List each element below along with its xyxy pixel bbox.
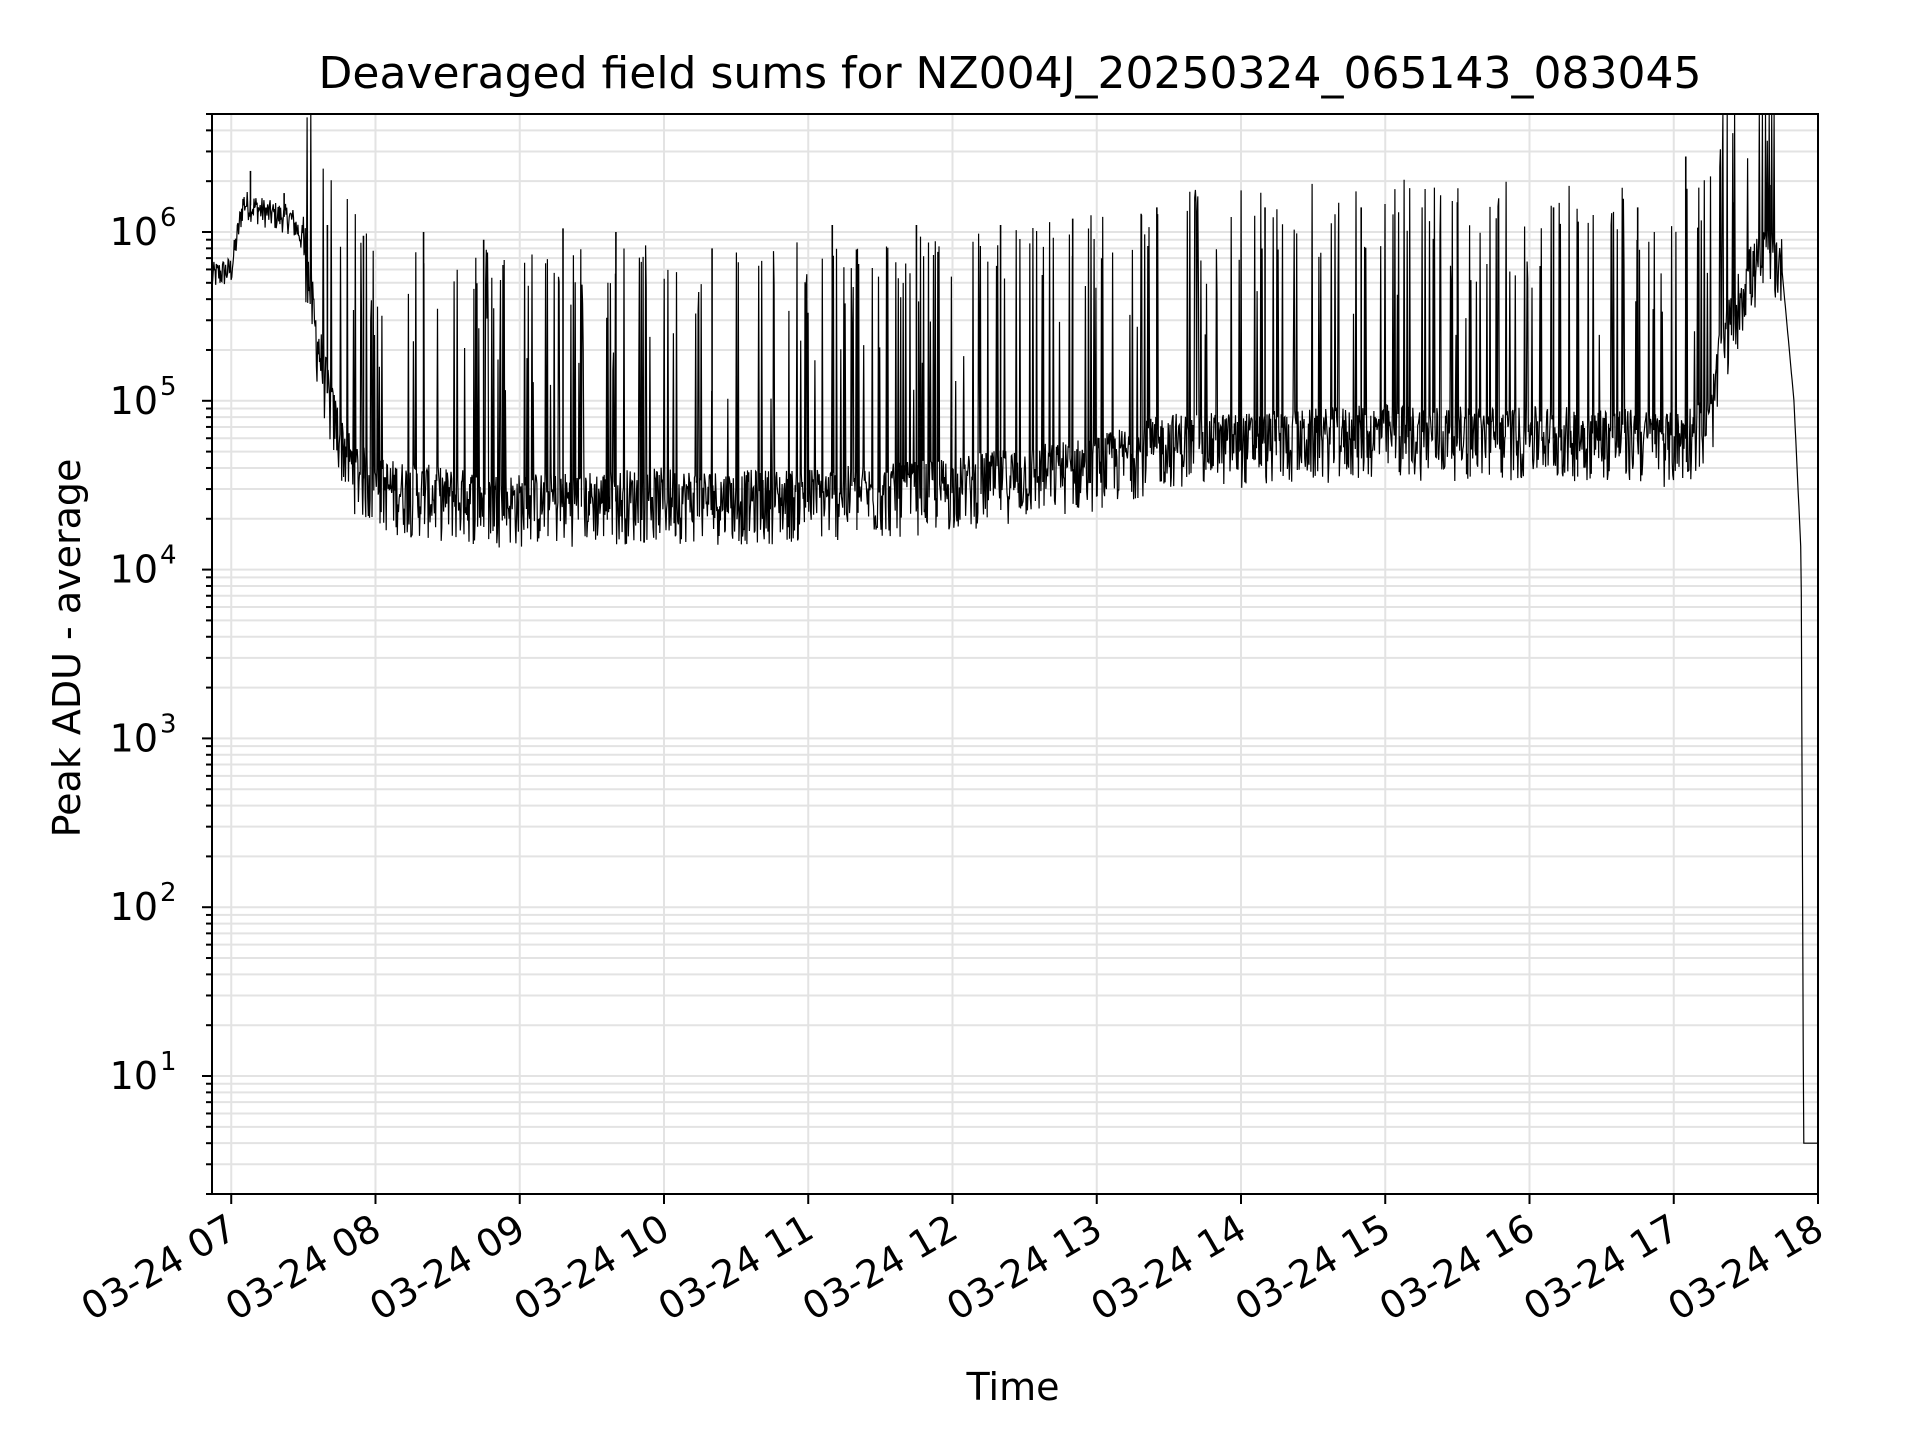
y-tick-exponent: 4 xyxy=(160,541,177,571)
y-tick-exponent: 1 xyxy=(160,1047,177,1077)
y-tick-label: 10 xyxy=(110,716,158,760)
y-tick-label: 10 xyxy=(110,210,158,254)
y-tick-exponent: 6 xyxy=(160,203,177,233)
x-axis-label: Time xyxy=(966,1365,1060,1409)
chart-title: Deaveraged field sums for NZ004J_2025032… xyxy=(319,48,1702,99)
y-tick-exponent: 2 xyxy=(160,878,177,908)
data-series xyxy=(211,113,1818,1144)
y-tick-label: 10 xyxy=(110,548,158,592)
y-tick-label: 10 xyxy=(110,885,158,929)
y-tick-label: 10 xyxy=(110,379,158,423)
plot-frame xyxy=(211,113,1819,1195)
y-axis-label: Peak ADU - average xyxy=(45,459,89,838)
y-tick-label: 10 xyxy=(110,1054,158,1098)
y-tick-exponent: 3 xyxy=(160,709,177,739)
series-line xyxy=(211,113,1818,1144)
y-tick-exponent: 5 xyxy=(160,372,177,402)
